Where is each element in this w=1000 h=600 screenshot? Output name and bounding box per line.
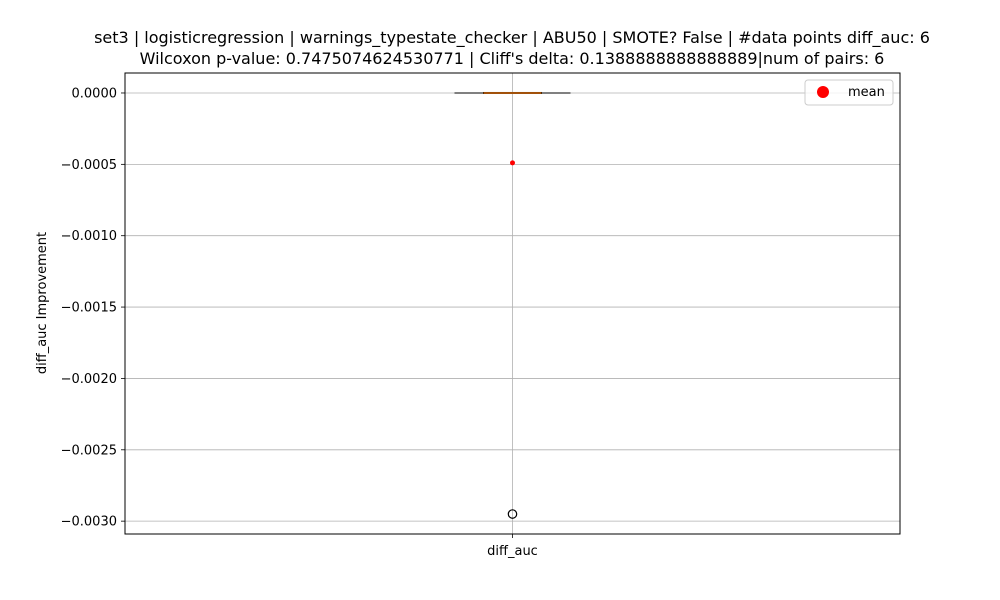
mean-point — [510, 160, 515, 166]
y-tick-label: −0.0010 — [61, 229, 117, 244]
chart-title-line1: set3 | logisticregression | warnings_typ… — [94, 28, 930, 48]
legend-frame — [804, 79, 894, 106]
legend: mean — [804, 79, 894, 106]
y-axis-label: diff_auc Improvement — [35, 232, 50, 374]
y-tick-label: 0.0000 — [72, 86, 118, 101]
chart-title-line2: Wilcoxon p-value: 0.7475074624530771 | C… — [140, 49, 885, 68]
y-tick-label: −0.0030 — [61, 515, 117, 530]
legend-marker-mean — [817, 86, 829, 98]
plot-layer — [454, 91, 571, 519]
legend-label-mean: mean — [848, 85, 885, 100]
y-tick-label: −0.0005 — [61, 158, 117, 173]
outlier-point — [507, 509, 518, 519]
y-ticks: 0.0000 −0.0005 −0.0010 −0.0015 −0.0020 −0.002… — [61, 86, 125, 530]
y-tick-label: −0.0025 — [61, 443, 117, 458]
x-ticks: diff_auc — [487, 534, 538, 559]
y-tick-label: −0.0015 — [61, 301, 117, 316]
y-tick-label: −0.0020 — [61, 372, 117, 387]
x-tick-label: diff_auc — [487, 544, 538, 559]
grid-layer — [125, 73, 900, 534]
